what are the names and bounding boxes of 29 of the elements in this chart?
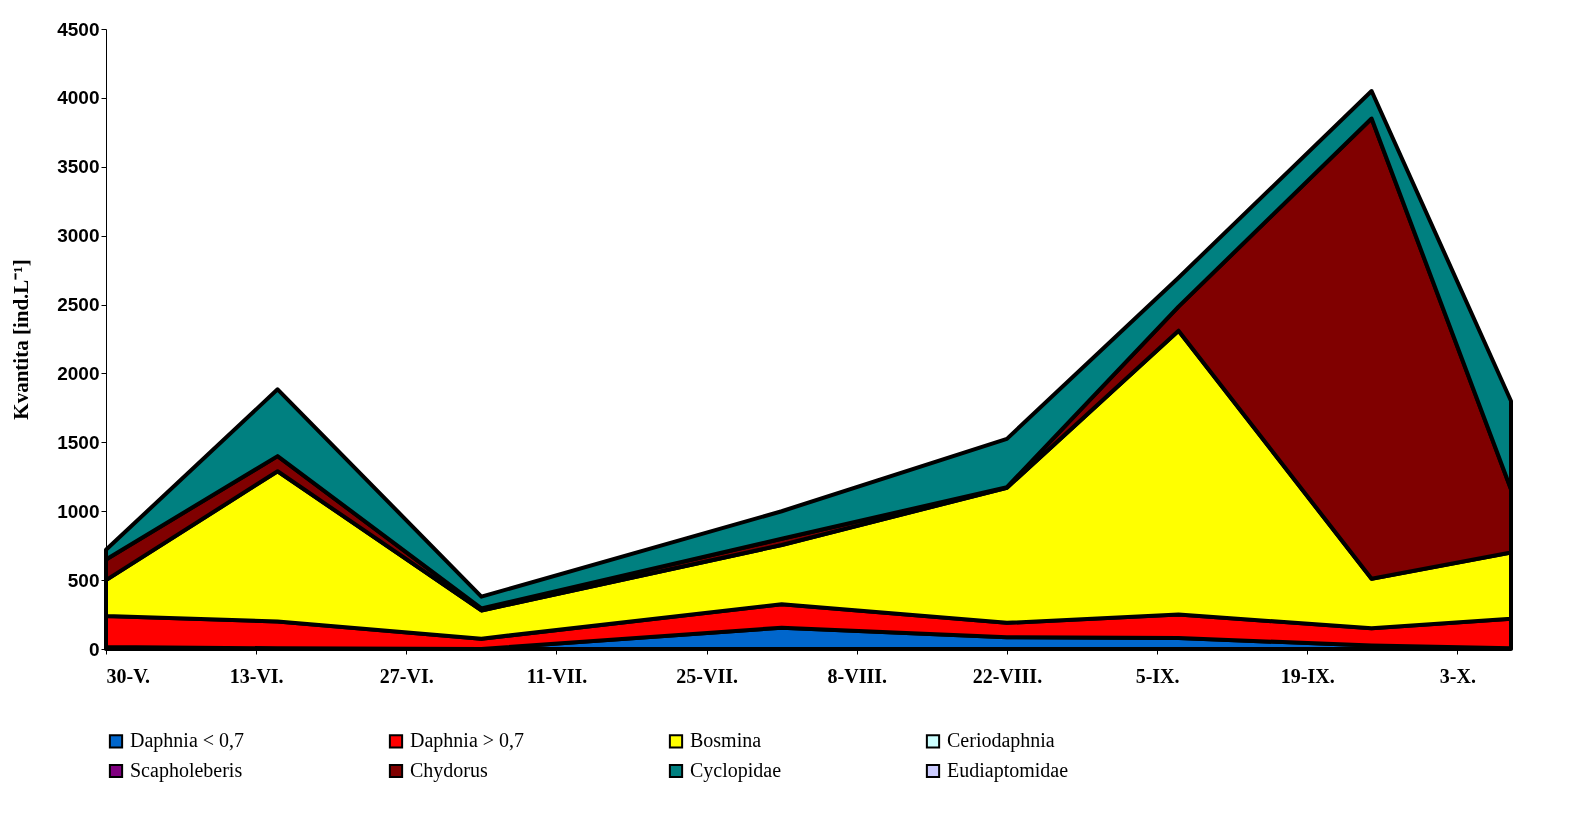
legend-label: Chydorus <box>410 759 488 782</box>
legend-label: Scapholeberis <box>130 759 243 782</box>
y-tick-label: 1000 <box>57 500 100 522</box>
x-tick-label: 19-IX. <box>1280 664 1335 687</box>
x-tick-label: 8-VIII. <box>827 664 887 687</box>
legend-label: Daphnia > 0,7 <box>410 729 525 753</box>
y-tick-label: 4500 <box>57 18 100 40</box>
legend-label: Ceriodaphnia <box>947 729 1055 753</box>
y-tick-label: 0 <box>88 638 100 660</box>
x-tick-label: 11-VII. <box>526 664 588 687</box>
y-axis-title: Kvantita [ind.L⁻¹] <box>9 259 34 420</box>
y-tick-label: 3500 <box>57 156 100 178</box>
y-tick-label: 2000 <box>57 362 100 384</box>
x-tick-label: 27-VI. <box>379 664 434 687</box>
y-tick-label: 4000 <box>57 87 100 109</box>
x-tick-label: 30-V. <box>106 664 151 687</box>
x-tick-label: 25-VII. <box>676 664 738 687</box>
legend-label: Bosmina <box>690 729 762 752</box>
y-tick-label: 2500 <box>57 294 100 316</box>
legend-label: Daphnia < 0,7 <box>130 729 245 753</box>
y-tick-label: 3000 <box>57 225 100 247</box>
x-tick-label: 13-VI. <box>229 664 284 687</box>
x-tick-label: 5-IX. <box>1135 664 1180 687</box>
x-tick-label: 22-VIII. <box>972 664 1043 687</box>
legend-label: Cyclopidae <box>690 759 782 782</box>
legend-label: Eudiaptomidae <box>947 759 1069 782</box>
y-tick-label: 1500 <box>57 431 100 453</box>
y-tick-label: 500 <box>67 569 100 591</box>
x-tick-label: 3-X. <box>1439 664 1476 687</box>
